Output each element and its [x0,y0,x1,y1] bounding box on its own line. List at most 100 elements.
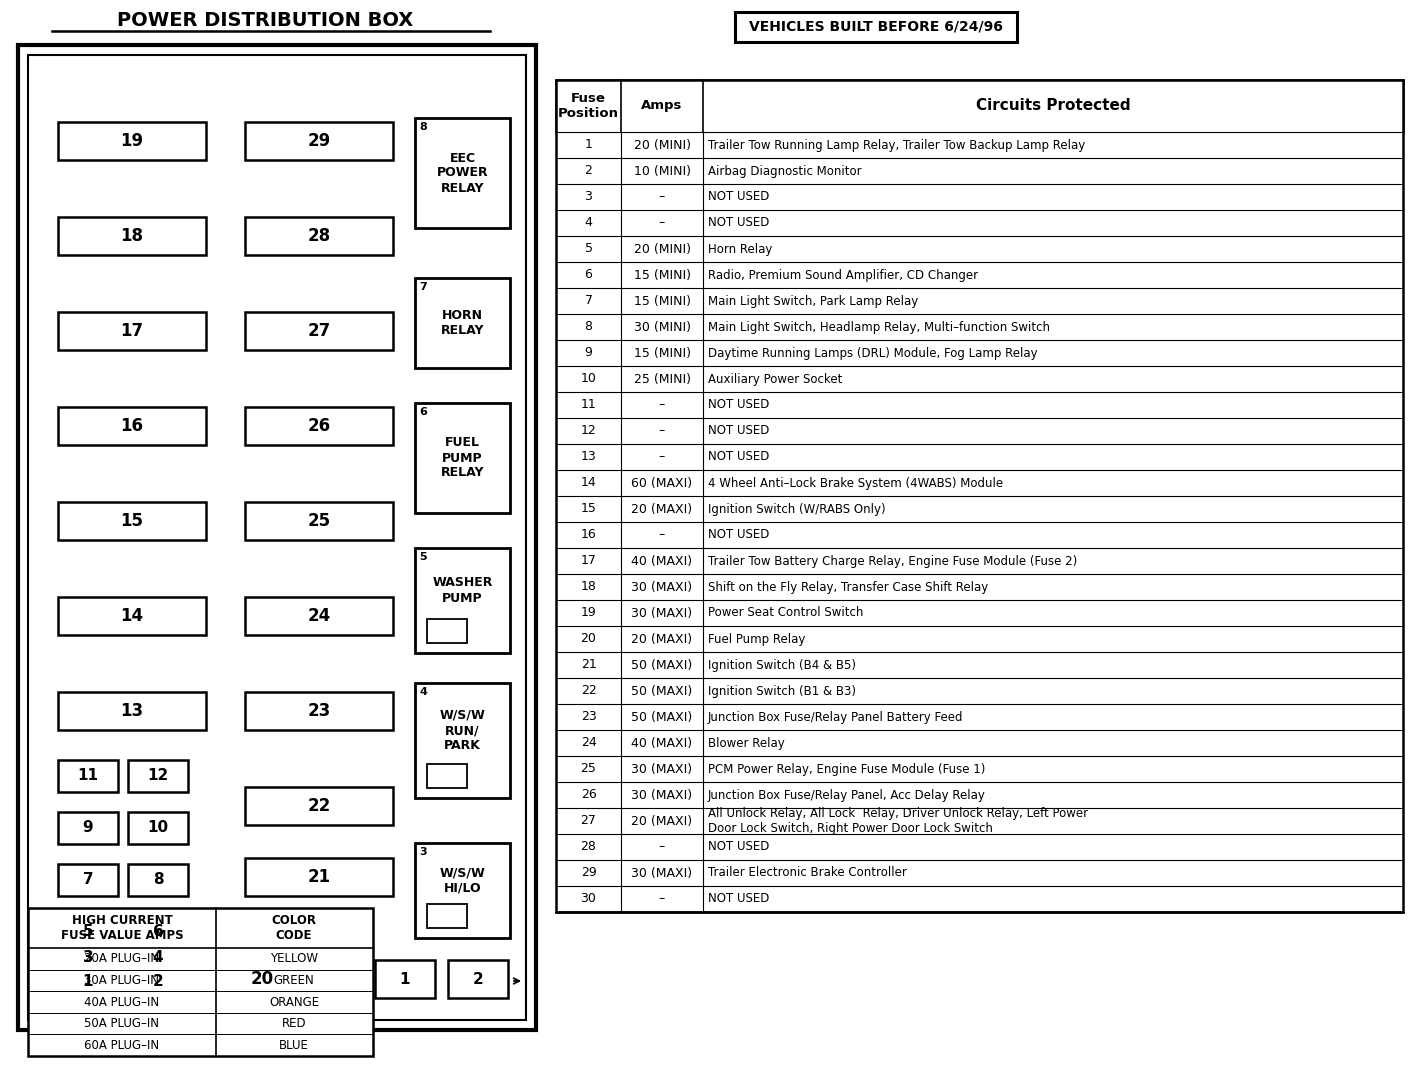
Text: 18: 18 [581,581,597,593]
Text: 15: 15 [581,503,597,516]
Text: 17: 17 [581,555,597,568]
Text: 30 (MINI): 30 (MINI) [634,321,691,334]
Text: 60 (MAXI): 60 (MAXI) [631,477,692,490]
Text: 5: 5 [584,243,592,256]
Text: All Unlock Relay, All Lock  Relay, Driver Unlock Relay, Left Power
Door Lock Swi: All Unlock Relay, All Lock Relay, Driver… [708,807,1088,834]
Text: 30: 30 [581,892,597,905]
Text: 23: 23 [581,710,597,724]
Text: NOT USED: NOT USED [708,529,769,542]
Bar [58,312,206,350]
Text: 13: 13 [581,450,597,463]
Text: 19: 19 [581,606,597,619]
Bar [414,118,510,228]
Text: 3: 3 [83,950,94,964]
Text: 4: 4 [419,687,427,697]
Text: NOT USED: NOT USED [708,892,769,905]
Text: NOT USED: NOT USED [708,398,769,411]
Text: 17: 17 [121,322,144,339]
Text: 20: 20 [581,632,597,645]
Text: 12: 12 [147,768,168,783]
Text: 7: 7 [584,295,592,308]
Text: 2: 2 [152,975,164,989]
Text: 1: 1 [585,138,592,151]
Text: GREEN: GREEN [273,974,315,987]
Text: 11: 11 [77,768,98,783]
Text: 9: 9 [83,820,94,836]
Text: 4 Wheel Anti–Lock Brake System (4WABS) Module: 4 Wheel Anti–Lock Brake System (4WABS) M… [708,477,1002,490]
Text: Fuel Pump Relay: Fuel Pump Relay [708,632,806,645]
Text: 22: 22 [308,798,330,815]
Text: Trailer Tow Running Lamp Relay, Trailer Tow Backup Lamp Relay: Trailer Tow Running Lamp Relay, Trailer … [708,138,1085,151]
Bar [58,812,118,844]
Bar [128,761,188,792]
Bar [245,597,393,635]
Text: 25: 25 [581,763,597,776]
Text: 40 (MAXI): 40 (MAXI) [631,555,692,568]
Text: PCM Power Relay, Engine Fuse Module (Fuse 1): PCM Power Relay, Engine Fuse Module (Fus… [708,763,985,776]
Text: VEHICLES BUILT BEFORE 6/24/96: VEHICLES BUILT BEFORE 6/24/96 [749,20,1002,34]
Text: 21: 21 [581,658,597,671]
Text: 18: 18 [121,227,144,245]
Text: 1: 1 [400,972,410,987]
Text: NOT USED: NOT USED [708,217,769,230]
Text: Radio, Premium Sound Amplifier, CD Changer: Radio, Premium Sound Amplifier, CD Chang… [708,269,978,282]
Bar [245,312,393,350]
Text: Trailer Electronic Brake Controller: Trailer Electronic Brake Controller [708,866,907,879]
Bar [555,81,1403,912]
Bar [58,407,206,445]
Bar [735,12,1017,42]
Text: –: – [659,892,665,905]
Text: 50 (MAXI): 50 (MAXI) [631,710,692,724]
Bar [128,941,188,973]
Text: Horn Relay: Horn Relay [708,243,772,256]
Text: ORANGE: ORANGE [269,996,319,1009]
Text: –: – [659,841,665,853]
Bar [58,916,118,948]
Text: 2: 2 [473,972,483,987]
Text: Auxiliary Power Socket: Auxiliary Power Socket [708,372,843,385]
Text: Fuse
Position: Fuse Position [558,92,619,120]
Bar [58,122,206,160]
Bar [245,122,393,160]
Bar [58,692,206,730]
Text: POWER DISTRIBUTION BOX: POWER DISTRIBUTION BOX [117,11,413,29]
Text: 6: 6 [152,925,164,940]
Text: NOT USED: NOT USED [708,190,769,203]
Text: 20 (MINI): 20 (MINI) [634,138,691,151]
Text: 50 (MAXI): 50 (MAXI) [631,684,692,697]
Text: Blower Relay: Blower Relay [708,737,785,750]
Bar [128,812,188,844]
Bar [28,908,373,1056]
Text: 15 (MINI): 15 (MINI) [634,295,691,308]
Text: 30A PLUG–IN: 30A PLUG–IN [84,974,159,987]
Text: 13: 13 [121,702,144,720]
Text: 3: 3 [419,846,427,857]
Text: 27: 27 [308,322,330,339]
Text: W/S/W
RUN/
PARK: W/S/W RUN/ PARK [440,709,486,752]
Text: 30 (MAXI): 30 (MAXI) [631,763,692,776]
Text: 23: 23 [308,702,330,720]
Bar [414,683,510,798]
Text: 10: 10 [581,372,597,385]
Bar [188,960,336,998]
Text: –: – [659,190,665,203]
Bar [245,217,393,255]
Text: 8: 8 [152,873,164,888]
Text: 15 (MINI): 15 (MINI) [634,269,691,282]
Text: HORN
RELAY: HORN RELAY [441,309,484,337]
Bar [427,764,467,788]
Text: Amps: Amps [641,99,682,112]
Bar [58,864,118,897]
Bar [414,403,510,514]
Text: Main Light Switch, Headlamp Relay, Multi–function Switch: Main Light Switch, Headlamp Relay, Multi… [708,321,1049,334]
Text: 24: 24 [308,607,330,625]
Text: 20 (MAXI): 20 (MAXI) [631,503,692,516]
Bar [555,81,1403,132]
Text: 28: 28 [308,227,330,245]
Text: YELLOW: YELLOW [271,952,318,965]
Bar [414,279,510,368]
Bar [128,966,188,998]
Text: 30 (MAXI): 30 (MAXI) [631,866,692,879]
Text: 6: 6 [585,269,592,282]
Text: 50A PLUG–IN: 50A PLUG–IN [84,1017,159,1030]
